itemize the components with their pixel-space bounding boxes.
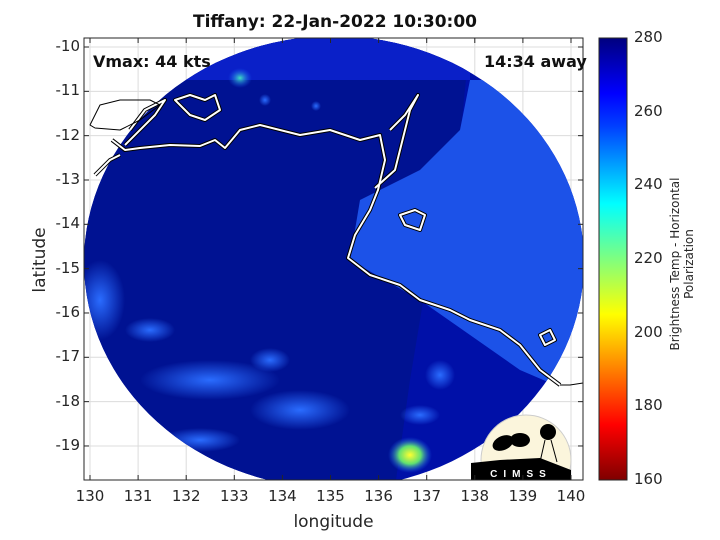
x-tick-label: 139 [508,487,538,505]
y-tick-label: -11 [55,81,81,100]
x-tick-label: 135 [316,487,345,505]
colorbar-label: Brightness Temp - Horizontal Polarizatio… [668,177,696,351]
x-tick-label: 137 [412,487,441,505]
axes-box [83,37,584,481]
x-tick-label: 132 [171,487,201,505]
x-axis-label: longitude [293,512,374,532]
y-tick-label: -19 [55,435,81,454]
colorbar-tick-label: 240 [634,175,663,194]
y-tick-label: -18 [55,391,81,410]
coastline [89,93,583,387]
y-tick-label: -10 [55,37,81,55]
x-tick-label: 133 [219,487,249,505]
colorbar-tick-label: 200 [634,322,663,341]
y-tick-label: -14 [55,214,81,233]
y-tick-label: -16 [55,302,81,321]
colorbar-tick-label: 260 [634,101,663,120]
x-tick-label: 136 [364,487,393,505]
y-axis-label: latitude [30,227,50,293]
x-tick-label: 134 [268,487,297,505]
x-tick-label: 138 [460,487,490,505]
colorbar-tick-label: 180 [634,396,663,415]
vmax-annotation: Vmax: 44 kts [93,52,211,71]
logo-text: CIMSS [490,469,552,480]
x-tick-label: 130 [75,487,105,505]
plot-title: Tiffany: 22-Jan-2022 10:30:00 [192,12,478,32]
x-tick-label: 131 [123,487,153,505]
y-tick-label: -17 [55,347,81,366]
distance-annotation: 14:34 away [484,52,587,71]
colorbar-tick-label: 160 [634,470,663,488]
cimss-logo: CIMSS [471,414,572,480]
y-tick-label: -13 [55,169,81,188]
swath-image [84,38,583,480]
colorbar-tick-label: 220 [634,249,663,267]
y-tick-label: -12 [55,125,81,144]
colorbar-tick-label: 280 [634,28,663,46]
y-tick-label: -15 [55,258,81,277]
colorbar [598,37,628,481]
x-tick-label: 140 [556,487,586,505]
